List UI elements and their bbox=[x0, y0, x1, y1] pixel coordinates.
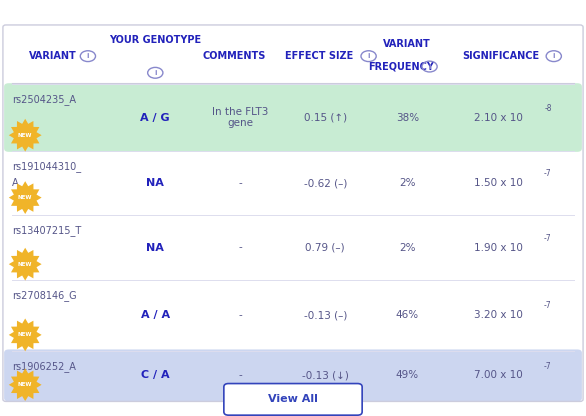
Text: rs1906252_A: rs1906252_A bbox=[12, 361, 76, 371]
Text: View All: View All bbox=[268, 394, 318, 404]
FancyBboxPatch shape bbox=[4, 349, 582, 401]
Text: -: - bbox=[239, 310, 242, 320]
Text: 46%: 46% bbox=[396, 310, 419, 320]
Text: NA: NA bbox=[146, 243, 164, 253]
Text: A: A bbox=[12, 178, 18, 188]
Text: NEW: NEW bbox=[18, 332, 32, 337]
Text: A / G: A / G bbox=[141, 112, 170, 123]
Text: -7: -7 bbox=[544, 169, 552, 178]
Text: -0.13 (↓): -0.13 (↓) bbox=[302, 370, 349, 381]
Text: A / A: A / A bbox=[141, 310, 170, 320]
Text: i: i bbox=[367, 53, 370, 59]
Text: -0.13 (–): -0.13 (–) bbox=[304, 310, 347, 320]
Text: C / A: C / A bbox=[141, 370, 169, 381]
Text: In the FLT3
gene: In the FLT3 gene bbox=[212, 107, 268, 128]
Text: NA: NA bbox=[146, 178, 164, 188]
Text: -: - bbox=[239, 370, 242, 381]
Text: EFFECT SIZE: EFFECT SIZE bbox=[285, 51, 353, 61]
Text: 2%: 2% bbox=[399, 243, 415, 253]
Text: i: i bbox=[87, 53, 89, 59]
Polygon shape bbox=[9, 369, 42, 401]
Polygon shape bbox=[9, 181, 42, 214]
Text: NEW: NEW bbox=[18, 133, 32, 138]
Text: -7: -7 bbox=[544, 362, 552, 371]
FancyBboxPatch shape bbox=[224, 384, 362, 415]
Text: i: i bbox=[428, 64, 431, 69]
Text: rs2504235_A: rs2504235_A bbox=[12, 94, 76, 105]
Text: 7.00 x 10: 7.00 x 10 bbox=[473, 370, 523, 381]
Text: rs2708146_G: rs2708146_G bbox=[12, 290, 76, 301]
Text: 38%: 38% bbox=[396, 112, 419, 123]
Text: 2.10 x 10: 2.10 x 10 bbox=[473, 112, 523, 123]
Text: NEW: NEW bbox=[18, 195, 32, 200]
Polygon shape bbox=[9, 319, 42, 351]
Text: -7: -7 bbox=[544, 302, 552, 310]
Text: -0.62 (–): -0.62 (–) bbox=[304, 178, 347, 188]
Text: i: i bbox=[154, 70, 156, 76]
Text: SIGNIFICANCE: SIGNIFICANCE bbox=[462, 51, 540, 61]
Text: -7: -7 bbox=[544, 234, 552, 243]
Text: 49%: 49% bbox=[396, 370, 419, 381]
FancyBboxPatch shape bbox=[4, 83, 582, 152]
Text: VARIANT: VARIANT bbox=[29, 51, 77, 61]
Text: 1.90 x 10: 1.90 x 10 bbox=[473, 243, 523, 253]
Polygon shape bbox=[9, 248, 42, 280]
Text: -: - bbox=[239, 243, 242, 253]
Polygon shape bbox=[9, 119, 42, 151]
Text: FREQUENCY: FREQUENCY bbox=[369, 62, 434, 72]
Text: -: - bbox=[239, 178, 242, 188]
Text: YOUR GENOTYPE: YOUR GENOTYPE bbox=[109, 35, 202, 45]
Text: rs191044310_: rs191044310_ bbox=[12, 161, 81, 172]
Text: 1.50 x 10: 1.50 x 10 bbox=[473, 178, 523, 188]
Text: -8: -8 bbox=[544, 104, 551, 113]
Text: 0.15 (↑): 0.15 (↑) bbox=[304, 112, 347, 123]
Text: COMMENTS: COMMENTS bbox=[203, 51, 266, 61]
Text: NEW: NEW bbox=[18, 262, 32, 267]
Text: rs13407215_T: rs13407215_T bbox=[12, 225, 81, 236]
Text: NEW: NEW bbox=[18, 382, 32, 387]
Text: 2%: 2% bbox=[399, 178, 415, 188]
Text: 3.20 x 10: 3.20 x 10 bbox=[473, 310, 523, 320]
Text: VARIANT: VARIANT bbox=[383, 39, 431, 49]
Text: i: i bbox=[553, 53, 555, 59]
Text: 0.79 (–): 0.79 (–) bbox=[305, 243, 345, 253]
